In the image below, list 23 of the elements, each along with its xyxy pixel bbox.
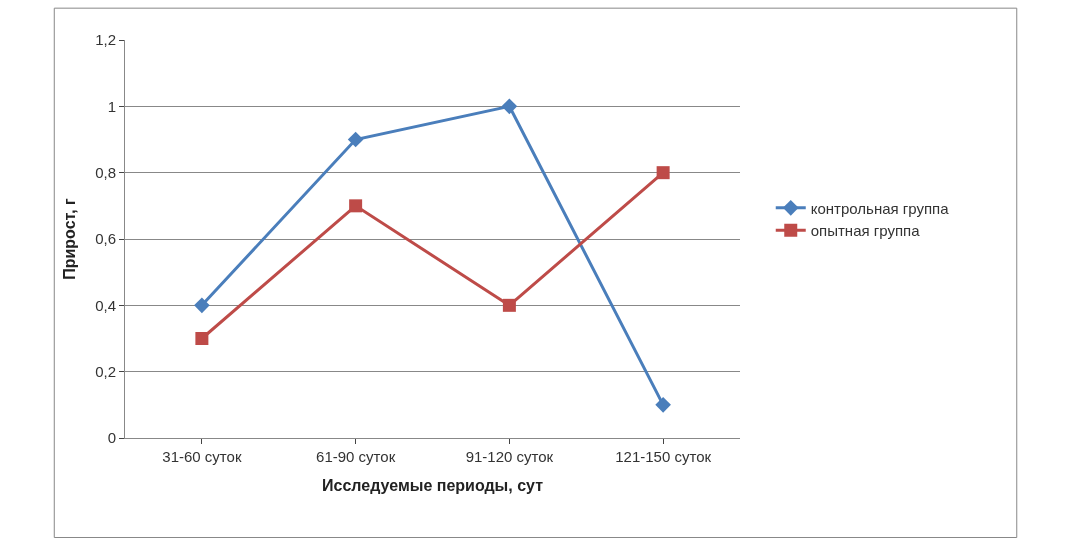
x-tick-label: 61-90 суток <box>316 448 396 465</box>
y-tick-label: 1 <box>107 97 116 115</box>
y-axis-title: Прирост, г <box>61 197 79 280</box>
y-tick-label: 0,8 <box>95 163 116 181</box>
point <box>502 298 516 312</box>
point <box>347 131 364 148</box>
x-axis-title: Исследуемые периоды, сут <box>322 476 544 494</box>
x-tick-label: 31-60 суток <box>162 448 242 465</box>
y-tick-label: 0 <box>107 429 116 447</box>
y-tick-label: 0,4 <box>95 296 116 314</box>
x-tick-label: 121-150 суток <box>615 448 712 465</box>
point <box>349 199 363 213</box>
point <box>194 297 210 314</box>
point <box>501 98 518 115</box>
legend-label: опытная группа <box>810 222 921 240</box>
point <box>656 166 670 180</box>
y-tick-label: 0,2 <box>95 362 116 380</box>
point <box>195 332 209 345</box>
y-tick-label: 1,2 <box>95 31 116 49</box>
point <box>655 397 671 413</box>
y-tick-label: 0,6 <box>95 230 116 248</box>
legend-label: контрольная группа <box>810 199 950 217</box>
x-tick-label: 91-120 суток <box>465 448 554 465</box>
